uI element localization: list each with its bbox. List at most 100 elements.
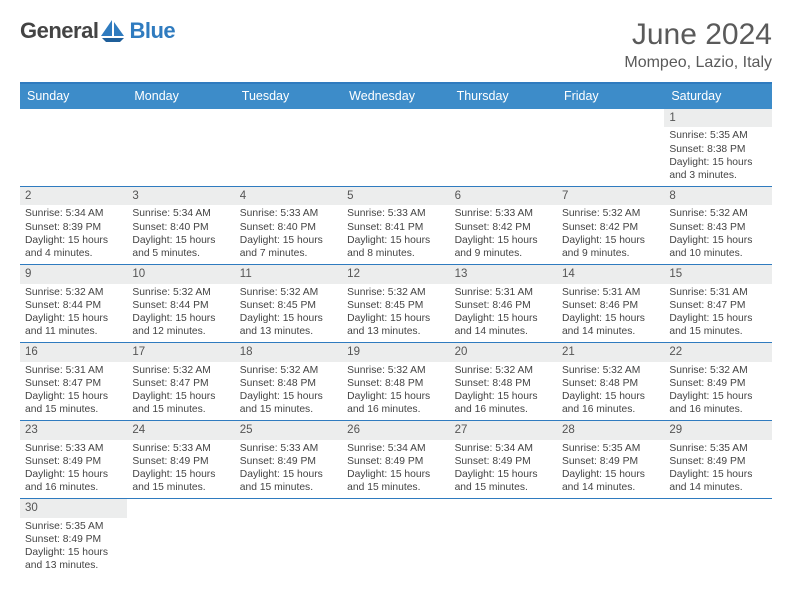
calendar-cell: 17Sunrise: 5:32 AMSunset: 8:47 PMDayligh… [127, 343, 234, 420]
daylight-text: Daylight: 15 hours and 16 minutes. [669, 390, 766, 416]
sunrise-text: Sunrise: 5:33 AM [240, 442, 337, 455]
daylight-text: Daylight: 15 hours and 15 minutes. [132, 390, 229, 416]
sunset-text: Sunset: 8:49 PM [455, 455, 552, 468]
sunrise-text: Sunrise: 5:31 AM [669, 286, 766, 299]
calendar-cell [127, 499, 234, 576]
calendar-cell: 23Sunrise: 5:33 AMSunset: 8:49 PMDayligh… [20, 421, 127, 498]
sunrise-text: Sunrise: 5:33 AM [25, 442, 122, 455]
calendar-cell [664, 499, 771, 576]
sunset-text: Sunset: 8:49 PM [25, 455, 122, 468]
sunset-text: Sunset: 8:47 PM [25, 377, 122, 390]
calendar-cell: 28Sunrise: 5:35 AMSunset: 8:49 PMDayligh… [557, 421, 664, 498]
sunset-text: Sunset: 8:41 PM [347, 221, 444, 234]
sunrise-text: Sunrise: 5:31 AM [455, 286, 552, 299]
logo-text-2: Blue [129, 18, 175, 44]
day-details: Sunrise: 5:32 AMSunset: 8:48 PMDaylight:… [240, 364, 337, 417]
day-details: Sunrise: 5:35 AMSunset: 8:49 PMDaylight:… [25, 520, 122, 573]
calendar-cell: 4Sunrise: 5:33 AMSunset: 8:40 PMDaylight… [235, 187, 342, 264]
day-details: Sunrise: 5:34 AMSunset: 8:49 PMDaylight:… [347, 442, 444, 495]
calendar-cell: 24Sunrise: 5:33 AMSunset: 8:49 PMDayligh… [127, 421, 234, 498]
day-number: 5 [342, 187, 449, 205]
weekday-header: Saturday [664, 84, 771, 109]
sunset-text: Sunset: 8:46 PM [562, 299, 659, 312]
day-number: 25 [235, 421, 342, 439]
calendar-cell [450, 499, 557, 576]
daylight-text: Daylight: 15 hours and 4 minutes. [25, 234, 122, 260]
calendar-cell [342, 499, 449, 576]
day-details: Sunrise: 5:31 AMSunset: 8:47 PMDaylight:… [669, 286, 766, 339]
daylight-text: Daylight: 15 hours and 13 minutes. [347, 312, 444, 338]
calendar-cell: 10Sunrise: 5:32 AMSunset: 8:44 PMDayligh… [127, 265, 234, 342]
day-number: 11 [235, 265, 342, 283]
calendar-cell: 12 Sunrise: 5:32 AMSunset: 8:45 PMDayligh… [342, 265, 449, 342]
daylight-text: Daylight: 15 hours and 16 minutes. [25, 468, 122, 494]
sunset-text: Sunset: 8:40 PM [132, 221, 229, 234]
day-number: 14 [557, 265, 664, 283]
daylight-text: Daylight: 15 hours and 14 minutes. [562, 468, 659, 494]
day-details: Sunrise: 5:34 AMSunset: 8:39 PMDaylight:… [25, 207, 122, 260]
sunrise-text: Sunrise: 5:32 AM [132, 286, 229, 299]
day-details: Sunrise: 5:32 AMSunset: 8:44 PMDaylight:… [25, 286, 122, 339]
calendar-cell: 18 Sunrise: 5:32 AMSunset: 8:48 PMDayligh… [235, 343, 342, 420]
daylight-text: Daylight: 15 hours and 9 minutes. [562, 234, 659, 260]
daylight-text: Daylight: 15 hours and 15 minutes. [240, 390, 337, 416]
daylight-text: Daylight: 15 hours and 14 minutes. [562, 312, 659, 338]
sunrise-text: Sunrise: 5:35 AM [562, 442, 659, 455]
sunset-text: Sunset: 8:49 PM [347, 455, 444, 468]
day-details: Sunrise: 5:31 AMSunset: 8:46 PMDaylight:… [562, 286, 659, 339]
sunrise-text: Sunrise: 5:32 AM [669, 364, 766, 377]
day-details: Sunrise: 5:33 AMSunset: 8:42 PMDaylight:… [455, 207, 552, 260]
calendar-cell: 20 Sunrise: 5:32 AMSunset: 8:48 PMDayligh… [450, 343, 557, 420]
calendar-cell [557, 109, 664, 186]
day-number: 29 [664, 421, 771, 439]
daylight-text: Daylight: 15 hours and 14 minutes. [455, 312, 552, 338]
day-number: 30 [20, 499, 127, 517]
day-number: 19 [342, 343, 449, 361]
daylight-text: Daylight: 15 hours and 3 minutes. [669, 156, 766, 182]
day-number: 15 [664, 265, 771, 283]
day-details: Sunrise: 5:32 AMSunset: 8:47 PMDaylight:… [132, 364, 229, 417]
day-number: 18 [235, 343, 342, 361]
sunrise-text: Sunrise: 5:32 AM [347, 286, 444, 299]
calendar-cell: 1Sunrise: 5:35 AMSunset: 8:38 PMDaylight… [664, 109, 771, 186]
sunrise-text: Sunrise: 5:35 AM [669, 442, 766, 455]
sunset-text: Sunset: 8:44 PM [25, 299, 122, 312]
day-details: Sunrise: 5:34 AMSunset: 8:40 PMDaylight:… [132, 207, 229, 260]
title-block: June 2024 Mompeo, Lazio, Italy [624, 18, 772, 72]
daylight-text: Daylight: 15 hours and 16 minutes. [455, 390, 552, 416]
day-details: Sunrise: 5:32 AMSunset: 8:45 PMDaylight:… [347, 286, 444, 339]
sunset-text: Sunset: 8:49 PM [669, 377, 766, 390]
sunset-text: Sunset: 8:45 PM [347, 299, 444, 312]
day-number: 24 [127, 421, 234, 439]
calendar-cell: 9Sunrise: 5:32 AMSunset: 8:44 PMDaylight… [20, 265, 127, 342]
daylight-text: Daylight: 15 hours and 15 minutes. [347, 468, 444, 494]
calendar-cell: 13Sunrise: 5:31 AMSunset: 8:46 PMDayligh… [450, 265, 557, 342]
day-details: Sunrise: 5:32 AMSunset: 8:48 PMDaylight:… [455, 364, 552, 417]
calendar-cell: 6 Sunrise: 5:33 AMSunset: 8:42 PMDaylight… [450, 187, 557, 264]
sunrise-text: Sunrise: 5:32 AM [25, 286, 122, 299]
daylight-text: Daylight: 15 hours and 10 minutes. [669, 234, 766, 260]
sunrise-text: Sunrise: 5:32 AM [132, 364, 229, 377]
sunset-text: Sunset: 8:49 PM [132, 455, 229, 468]
day-number: 22 [664, 343, 771, 361]
calendar-cell [557, 499, 664, 576]
day-details: Sunrise: 5:33 AMSunset: 8:40 PMDaylight:… [240, 207, 337, 260]
day-number: 7 [557, 187, 664, 205]
sunrise-text: Sunrise: 5:35 AM [25, 520, 122, 533]
sunrise-text: Sunrise: 5:32 AM [240, 364, 337, 377]
day-details: Sunrise: 5:32 AMSunset: 8:44 PMDaylight:… [132, 286, 229, 339]
day-number: 6 [450, 187, 557, 205]
sunrise-text: Sunrise: 5:31 AM [25, 364, 122, 377]
daylight-text: Daylight: 15 hours and 13 minutes. [25, 546, 122, 572]
day-number: 3 [127, 187, 234, 205]
day-number: 21 [557, 343, 664, 361]
sunset-text: Sunset: 8:48 PM [240, 377, 337, 390]
weekday-header: Sunday [20, 84, 127, 109]
day-number: 12 [342, 265, 449, 283]
weekday-header: Thursday [450, 84, 557, 109]
day-number: 27 [450, 421, 557, 439]
calendar-cell: 7Sunrise: 5:32 AMSunset: 8:42 PMDaylight… [557, 187, 664, 264]
daylight-text: Daylight: 15 hours and 7 minutes. [240, 234, 337, 260]
day-number: 20 [450, 343, 557, 361]
daylight-text: Daylight: 15 hours and 9 minutes. [455, 234, 552, 260]
